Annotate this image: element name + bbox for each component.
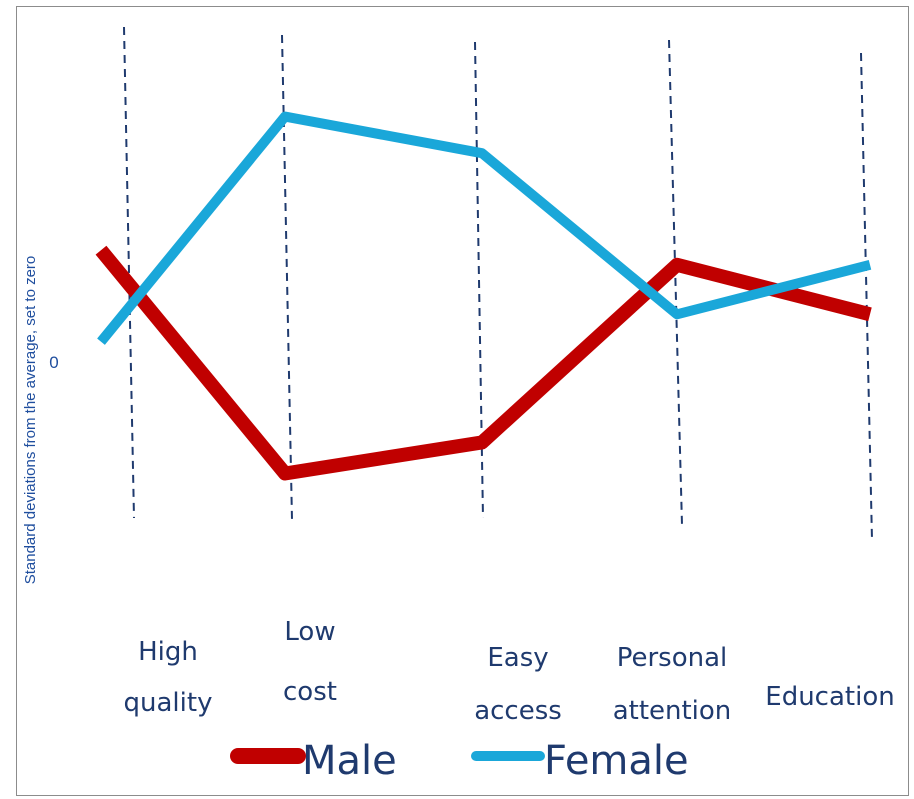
chart-frame: [16, 6, 909, 796]
series-line-female: [97, 111, 872, 345]
legend: Male Female: [230, 738, 689, 784]
category-label-4: Education: [765, 682, 894, 712]
category-label-1: Low cost: [283, 617, 337, 707]
gridline-1: [281, 34, 293, 521]
series-lines: [95, 111, 872, 481]
legend-label-female: Female: [544, 738, 689, 784]
legend-item-male: Male: [230, 738, 397, 784]
gridline-0: [123, 26, 135, 519]
category-label-3: Personal attention: [613, 643, 732, 726]
legend-item-female: Female: [471, 738, 689, 784]
legend-label-male: Male: [302, 738, 397, 784]
series-line-male: [95, 245, 872, 481]
y-tick-zero: 0: [49, 353, 58, 372]
category-label-2: Easy access: [474, 643, 562, 726]
gridline-3: [668, 39, 683, 526]
category-labels: High quality Low cost Easy access Personal atte…: [124, 617, 895, 726]
y-axis-label: Standard deviations from the average, se…: [22, 256, 39, 585]
gridline-4: [860, 52, 873, 541]
category-label-0: High quality: [124, 637, 213, 718]
